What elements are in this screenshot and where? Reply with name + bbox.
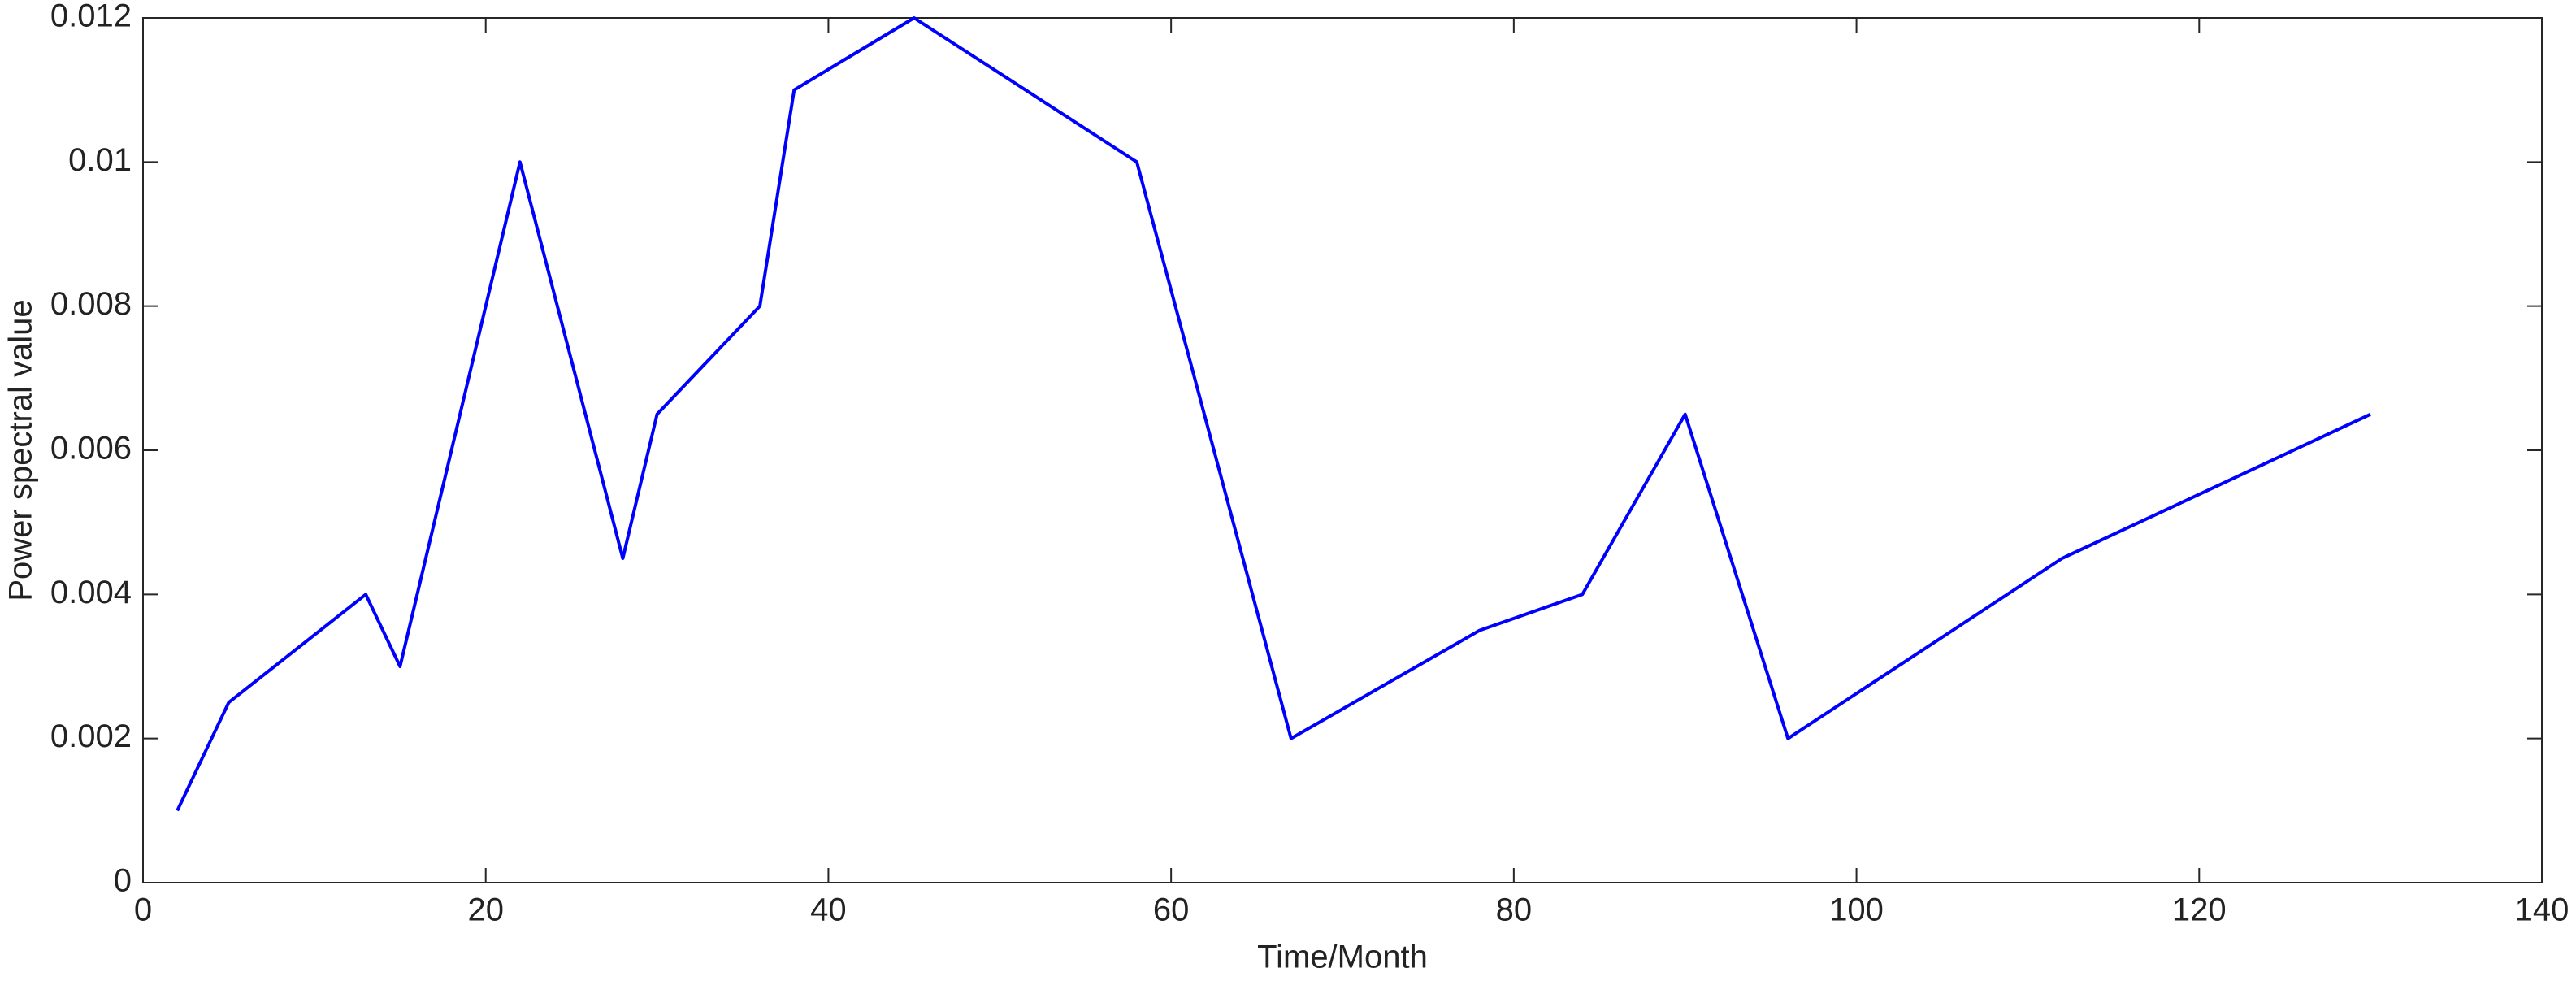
x-tick-label: 20 xyxy=(467,892,504,928)
x-tick-label: 60 xyxy=(1153,892,1190,928)
x-tick-label: 100 xyxy=(1829,892,1884,928)
y-tick-label: 0.008 xyxy=(50,286,132,322)
x-tick-label: 40 xyxy=(810,892,847,928)
x-tick-label: 0 xyxy=(134,892,152,928)
x-axis-label: Time/Month xyxy=(1257,940,1428,975)
plot-frame xyxy=(142,17,2543,883)
y-tick-label: 0.012 xyxy=(50,0,132,34)
y-axis-label: Power spectral value xyxy=(3,299,39,601)
data-line xyxy=(176,16,2371,812)
y-tick-label: 0.006 xyxy=(50,431,132,467)
y-tick-label: 0 xyxy=(114,863,132,899)
y-tick-label: 0.01 xyxy=(68,142,132,178)
x-tick-label: 120 xyxy=(2172,892,2227,928)
y-tick-label: 0.002 xyxy=(50,718,132,754)
x-tick-label: 140 xyxy=(2515,892,2569,928)
y-tick-label: 0.004 xyxy=(50,575,132,610)
x-tick-label: 80 xyxy=(1496,892,1533,928)
